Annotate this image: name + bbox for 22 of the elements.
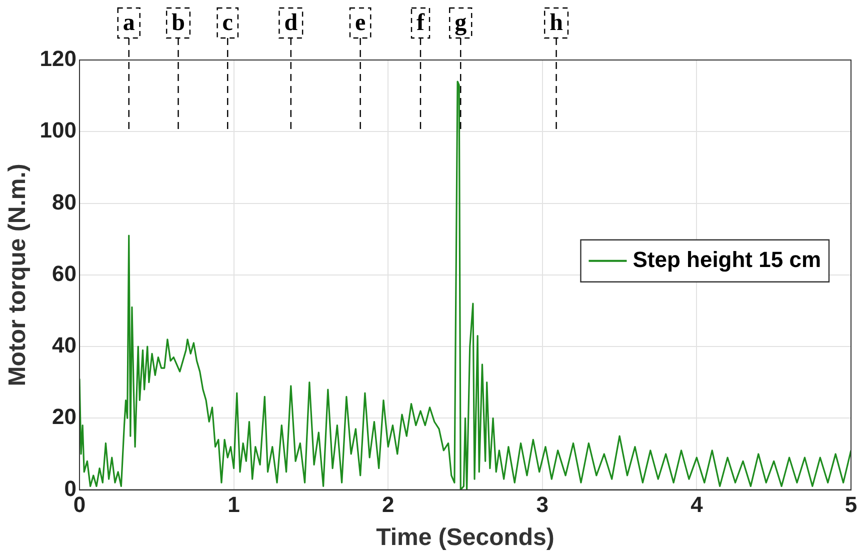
x-axis-title: Time (Seconds) xyxy=(376,524,554,552)
x-tick-label: 4 xyxy=(690,492,704,518)
ref-line-label: a xyxy=(122,10,135,36)
x-tick-label: 2 xyxy=(382,492,394,518)
y-tick-label: 40 xyxy=(52,332,77,358)
legend-label: Step height 15 cm xyxy=(632,246,822,272)
y-tick-label: 80 xyxy=(52,189,77,214)
x-tick-label: 3 xyxy=(536,492,549,518)
y-tick-label: 100 xyxy=(40,118,77,143)
ref-line-label: f xyxy=(416,10,426,36)
y-axis-title: Motor torque (N.m.) xyxy=(4,164,32,386)
y-tick-label: 20 xyxy=(52,404,77,430)
ref-line-label: e xyxy=(355,10,366,36)
y-tick-label: 120 xyxy=(40,46,77,72)
ref-line-label: g xyxy=(454,10,467,36)
x-tick-label: 1 xyxy=(228,492,240,518)
x-tick-label: 5 xyxy=(844,492,858,518)
ref-line-label: c xyxy=(222,10,234,36)
ref-line-label: b xyxy=(172,10,185,36)
ref-line-label: d xyxy=(284,10,298,36)
ref-line-label: h xyxy=(550,10,563,36)
y-tick-label: 60 xyxy=(52,260,77,286)
